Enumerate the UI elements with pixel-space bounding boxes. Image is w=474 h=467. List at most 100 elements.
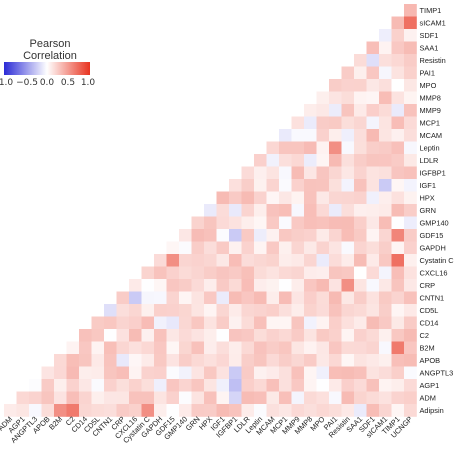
row-tick-label: MPO [420,81,437,90]
heatmap-cell [316,141,330,155]
heatmap-cell [354,341,367,355]
heatmap-cell [329,329,342,342]
heatmap-cell [341,204,355,217]
heatmap-cell [241,304,255,317]
heatmap-cell [166,291,180,305]
row-tick-label: SAA1 [420,43,439,52]
heatmap-cell [229,266,242,280]
heatmap-cell [104,354,117,367]
heatmap-cell [404,266,417,280]
heatmap-cell [154,391,167,405]
legend-tick-label: 0.0 [39,78,55,88]
heatmap-cell [379,291,392,305]
heatmap-cell [266,354,280,367]
heatmap-cell [329,304,342,317]
heatmap-cell [229,304,242,317]
heatmap-cell [329,179,342,192]
heatmap-cell [329,266,342,280]
heatmap-cell [341,179,355,192]
heatmap-cell [154,316,167,330]
heatmap-cell [291,379,305,392]
heatmap-cell [266,216,280,230]
heatmap-cell [354,329,367,342]
heatmap-cell [341,354,355,367]
heatmap-cell [279,229,292,242]
heatmap-cell [391,16,405,30]
heatmap-cell [304,291,317,305]
row-tick-label: CRP [420,281,436,290]
heatmap-cell [129,354,142,367]
heatmap-cell [354,304,367,317]
heatmap-cell [279,204,292,217]
heatmap-cell [379,316,392,330]
heatmap-cell [279,341,292,355]
heatmap-cell [379,216,392,230]
heatmap-cell [166,241,180,255]
heatmap-cell [304,241,317,255]
heatmap-cell [266,329,280,342]
column-tick-label: B2M [47,415,64,432]
heatmap-cell [366,104,380,117]
heatmap-cell [191,216,205,230]
heatmap-cell [304,154,317,167]
heatmap-cell [354,79,367,92]
heatmap-cell [354,366,367,380]
heatmap-cell [304,104,317,117]
heatmap-cell [204,404,217,417]
row-tick-label: AGP1 [420,381,440,390]
row-tick-label: CXCL16 [420,268,448,277]
heatmap-cell [354,129,367,142]
row-tick-label: Leptin [420,143,440,152]
heatmap-cell [404,166,417,180]
heatmap-cell [29,391,42,405]
heatmap-cell [66,354,80,367]
heatmap-cell [66,341,80,355]
heatmap-cell [229,366,242,380]
heatmap-cell [366,254,380,267]
heatmap-cell [391,54,405,67]
heatmap-cell [254,179,267,192]
heatmap-cell [291,166,305,180]
heatmap-cell [354,54,367,67]
heatmap-cell [329,91,342,105]
row-tick-label: PAI1 [420,68,435,77]
heatmap-cell [316,91,330,105]
heatmap-cell [279,316,292,330]
heatmap-cell [179,316,192,330]
heatmap-cell [229,391,242,405]
heatmap-cell [354,316,367,330]
heatmap-cell [404,229,417,242]
heatmap-cell [216,229,230,242]
heatmap-cell [191,379,205,392]
heatmap-cell [366,129,380,142]
heatmap-cell [241,254,255,267]
heatmap-cell [116,291,130,305]
heatmap-cell [391,241,405,255]
heatmap-cell [16,391,30,405]
heatmap-cell [366,204,380,217]
heatmap-cell [279,241,292,255]
heatmap-cell [291,179,305,192]
heatmap-cell [229,204,242,217]
heatmap-cell [304,341,317,355]
heatmap-cell [366,41,380,55]
heatmap-cell [304,129,317,142]
heatmap-cell [279,191,292,205]
heatmap-cell [204,254,217,267]
heatmap-cell [154,329,167,342]
heatmap-cell [154,291,167,305]
heatmap-cell [141,329,155,342]
heatmap-cell [354,179,367,192]
heatmap-cell [316,116,330,130]
heatmap-cell [204,216,217,230]
heatmap-cell [404,91,417,105]
heatmap-cell [166,254,180,267]
heatmap-cell [166,404,180,417]
heatmap-cell [179,229,192,242]
row-tick-label: CD5L [420,306,439,315]
heatmap-cell [204,316,217,330]
heatmap-cell [266,279,280,292]
heatmap-cell [404,4,417,17]
heatmap-cell [241,329,255,342]
heatmap-cell [166,329,180,342]
